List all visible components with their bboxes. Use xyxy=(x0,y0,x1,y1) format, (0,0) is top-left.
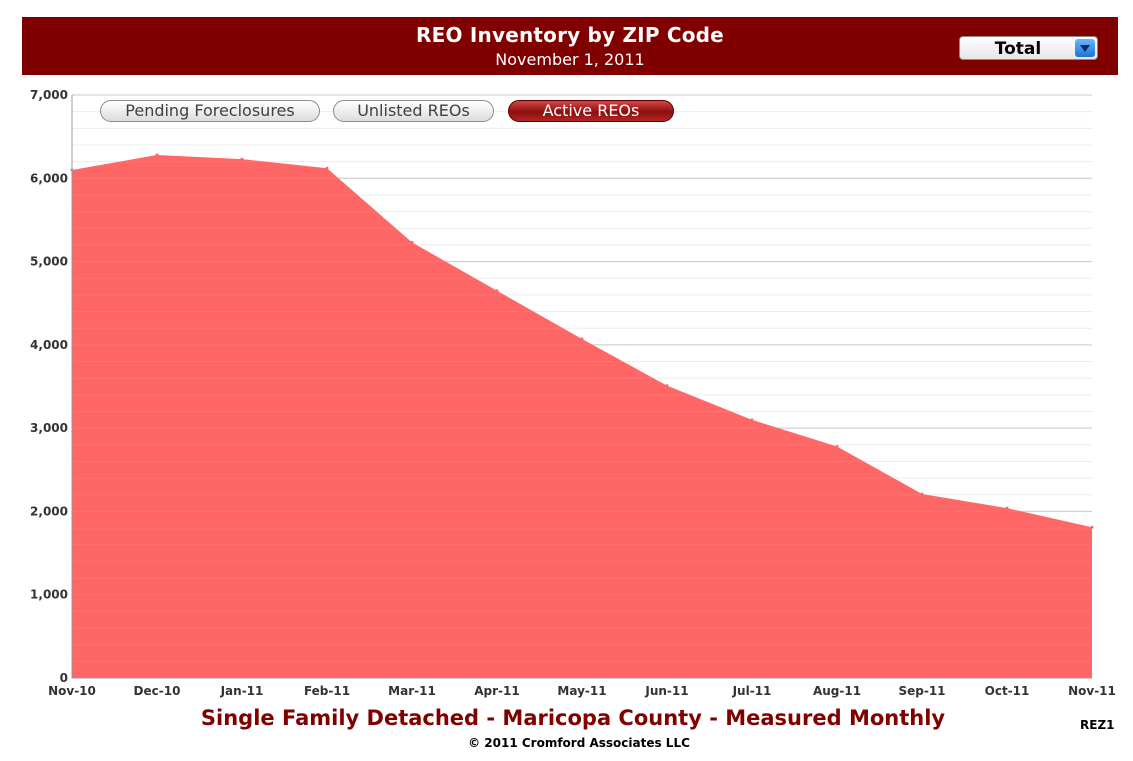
toggle-active-reos[interactable]: Active REOs xyxy=(508,100,674,122)
x-tick-label: May-11 xyxy=(557,684,606,698)
series-area xyxy=(72,154,1092,679)
toggle-pending-foreclosures[interactable]: Pending Foreclosures xyxy=(100,100,320,122)
data-point xyxy=(155,153,159,157)
y-tick-label: 5,000 xyxy=(30,255,68,269)
copyright-text: © 2011 Cromford Associates LLC xyxy=(468,736,690,750)
y-tick-label: 3,000 xyxy=(30,421,68,435)
data-point xyxy=(495,289,499,293)
data-point xyxy=(750,418,754,422)
x-tick-label: Nov-10 xyxy=(48,684,96,698)
data-point xyxy=(1005,506,1009,510)
x-tick-label: Jun-11 xyxy=(644,684,688,698)
y-tick-label: 1,000 xyxy=(30,588,68,602)
x-tick-label: Oct-11 xyxy=(985,684,1030,698)
x-tick-label: Dec-10 xyxy=(134,684,181,698)
x-tick-label: Aug-11 xyxy=(813,684,861,698)
data-point xyxy=(240,157,244,161)
y-tick-label: 7,000 xyxy=(30,88,68,102)
zip-code-dropdown[interactable]: Total xyxy=(959,36,1098,60)
chart-header: REO Inventory by ZIP Code November 1, 20… xyxy=(22,17,1118,75)
dropdown-value: Total xyxy=(994,39,1042,59)
data-point xyxy=(665,384,669,388)
data-point xyxy=(835,444,839,448)
chevron-down-icon[interactable] xyxy=(1075,39,1095,57)
data-point xyxy=(580,337,584,341)
chart-code: REZ1 xyxy=(1080,718,1115,732)
y-tick-label: 6,000 xyxy=(30,171,68,185)
x-tick-label: Mar-11 xyxy=(388,684,436,698)
chart-title: REO Inventory by ZIP Code xyxy=(416,23,724,47)
data-point xyxy=(410,240,414,244)
x-tick-label: Nov-11 xyxy=(1068,684,1116,698)
x-tick-label: Jan-11 xyxy=(220,684,264,698)
data-point xyxy=(920,492,924,496)
x-tick-label: Apr-11 xyxy=(474,684,519,698)
x-tick-label: Feb-11 xyxy=(304,684,350,698)
y-tick-label: 0 xyxy=(60,671,68,685)
y-tick-label: 2,000 xyxy=(30,504,68,518)
chart-date: November 1, 2011 xyxy=(495,50,645,69)
x-tick-label: Sep-11 xyxy=(898,684,945,698)
data-point xyxy=(325,166,329,170)
chart-footer-title: Single Family Detached - Maricopa County… xyxy=(200,706,946,730)
data-point xyxy=(1090,525,1094,529)
x-tick-label: Jul-11 xyxy=(732,684,772,698)
toggle-unlisted-reos[interactable]: Unlisted REOs xyxy=(333,100,494,122)
y-tick-label: 4,000 xyxy=(30,338,68,352)
